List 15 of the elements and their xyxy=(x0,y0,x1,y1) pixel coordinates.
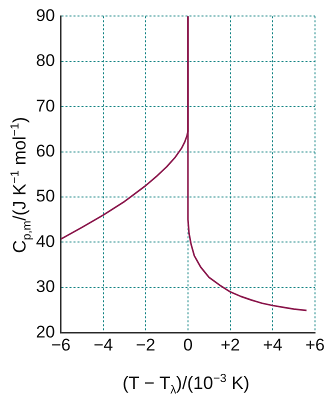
y-tick-label: 30 xyxy=(36,277,55,296)
y-tick-label: 90 xyxy=(36,6,55,25)
x-axis-title: (T − T$_{λ}$)/(10$^{−3}$ K) xyxy=(122,372,250,397)
y-tick-label: 60 xyxy=(36,141,55,160)
x-tick-label: 0 xyxy=(183,335,193,354)
y-tick-label: 20 xyxy=(36,322,55,342)
x-tick-label: −4 xyxy=(94,335,113,354)
y-tick-label: 50 xyxy=(36,186,55,206)
y-tick-label: 70 xyxy=(36,96,55,116)
x-tick-label: +4 xyxy=(262,335,282,354)
y-tick-label: 40 xyxy=(36,232,55,251)
x-tick-label: +6 xyxy=(305,335,325,354)
x-tick-label: +2 xyxy=(220,335,240,354)
y-tick-label: 80 xyxy=(36,51,55,70)
x-tick-label: −2 xyxy=(136,335,156,354)
